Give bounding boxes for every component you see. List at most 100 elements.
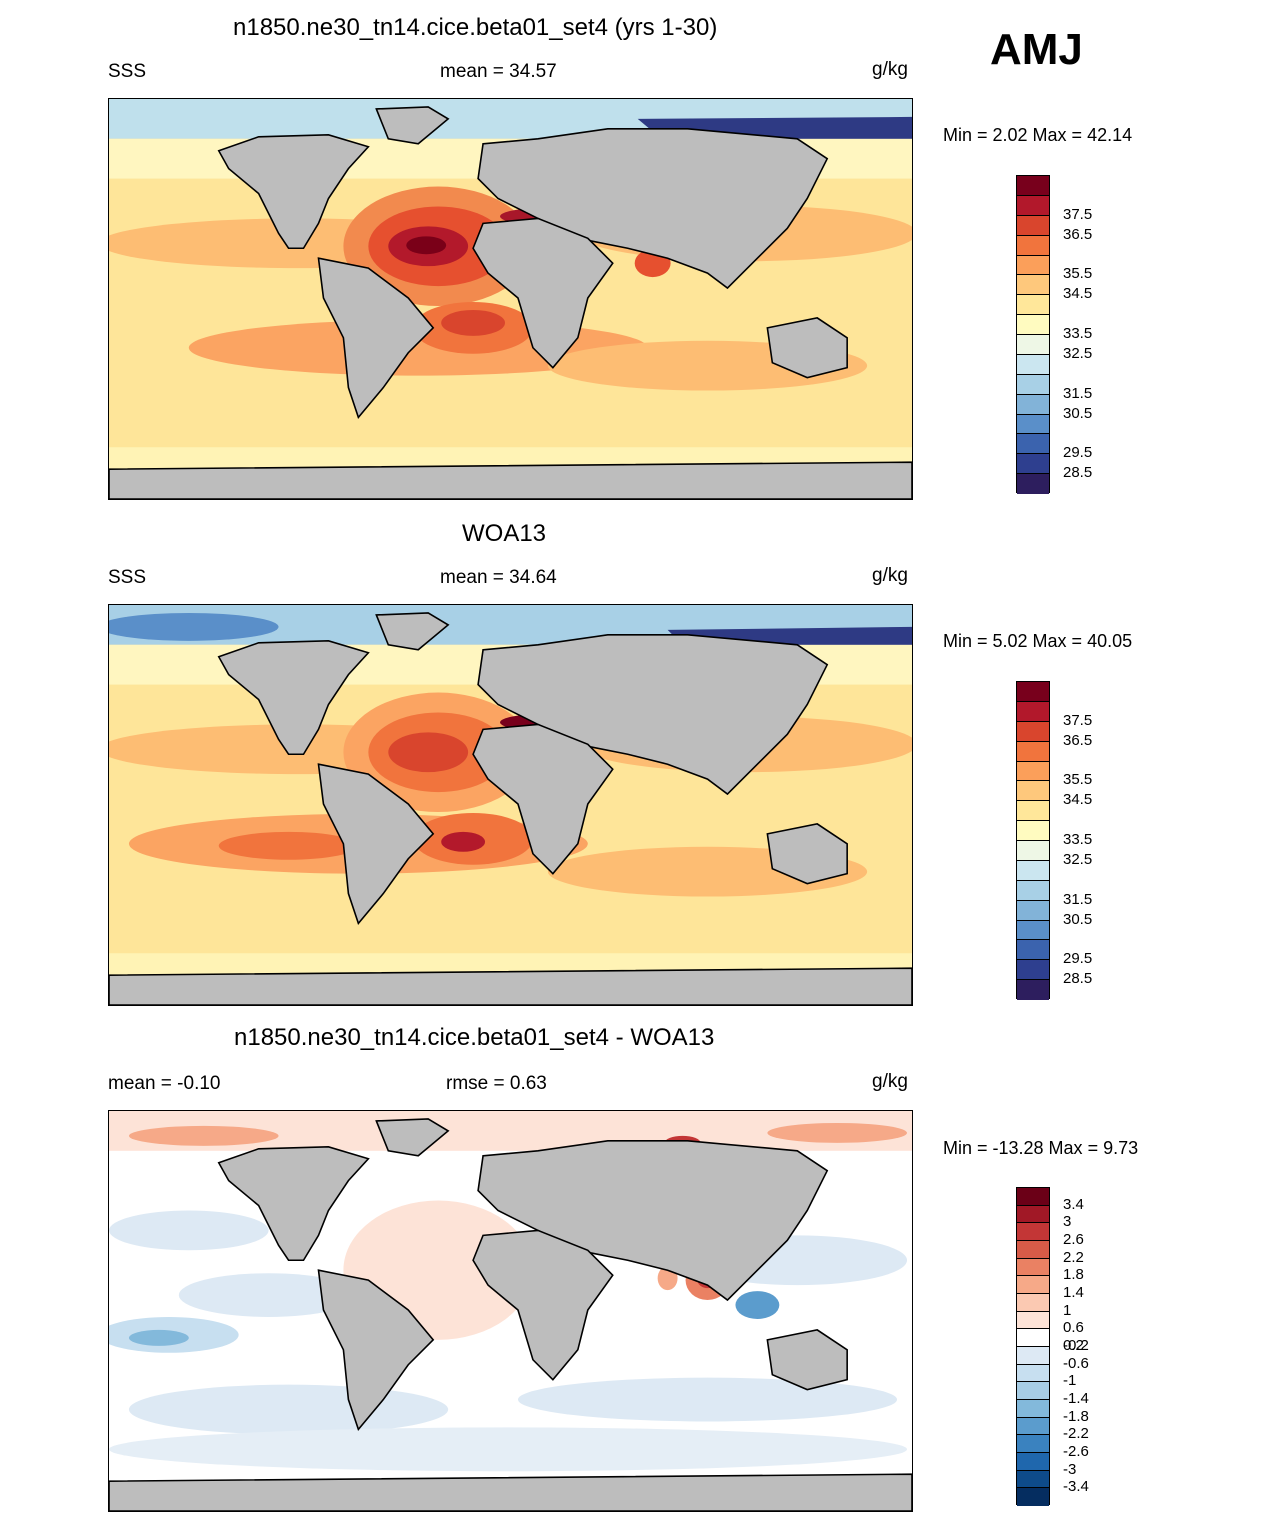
colorbar-swatch — [1017, 721, 1049, 742]
colorbar-tick-label: -2.6 — [1063, 1443, 1089, 1460]
colorbar-tick-label: 36.5 — [1063, 225, 1093, 243]
panel3-mean-label: mean = -0.10 — [108, 1073, 221, 1094]
colorbar-swatch — [1017, 315, 1049, 335]
colorbar-tick-label: 34.5 — [1063, 285, 1093, 303]
colorbar-tick-label: -2.2 — [1063, 1425, 1089, 1443]
colorbar-tick-label: 3.4 — [1063, 1195, 1084, 1213]
colorbar-swatch — [1017, 1488, 1049, 1506]
colorbar-swatch — [1017, 821, 1049, 841]
panel3-rmse-label: rmse = 0.63 — [446, 1073, 547, 1094]
colorbar-tick-label: 31.5 — [1063, 384, 1093, 402]
colorbar-tick-label: 33.5 — [1063, 831, 1093, 848]
colorbar-swatch — [1017, 761, 1049, 782]
colorbar-tick-label: 3 — [1063, 1213, 1072, 1231]
panel3-colorbar — [1016, 1187, 1050, 1506]
colorbar-swatch — [1017, 960, 1049, 981]
colorbar-swatch — [1017, 1346, 1049, 1365]
colorbar-swatch — [1017, 1452, 1049, 1471]
colorbar-tick-label: 1.4 — [1063, 1284, 1084, 1301]
colorbar-swatch — [1017, 781, 1049, 802]
panel3-map — [108, 1110, 913, 1512]
colorbar-tick-label: 35.5 — [1063, 771, 1093, 789]
colorbar-swatch — [1017, 275, 1049, 296]
colorbar-swatch — [1017, 880, 1049, 901]
colorbar-swatch — [1017, 235, 1049, 256]
panel1-map-svg — [109, 99, 912, 499]
panel1-minmax: Min = 2.02 Max = 42.14 — [943, 125, 1133, 145]
colorbar-tick-label: 2.6 — [1063, 1231, 1084, 1248]
panel1-colorbar — [1016, 175, 1050, 494]
colorbar-swatch — [1017, 474, 1049, 494]
colorbar-swatch — [1017, 195, 1049, 216]
panel3-map-svg — [109, 1111, 912, 1511]
colorbar-tick-label: 33.5 — [1063, 325, 1093, 342]
colorbar-swatch — [1017, 1417, 1049, 1436]
colorbar-swatch — [1017, 354, 1049, 375]
panel3-land — [109, 1118, 912, 1511]
panel2-map — [108, 604, 913, 1006]
colorbar-swatch — [1017, 1188, 1049, 1206]
panel2-units-label: g/kg — [872, 565, 908, 586]
colorbar-tick-label: 37.5 — [1063, 205, 1093, 223]
colorbar-swatch — [1017, 1258, 1049, 1277]
colorbar-tick-label: 0.2 — [1063, 1337, 1084, 1354]
colorbar-swatch — [1017, 980, 1049, 1000]
colorbar-swatch — [1017, 682, 1049, 702]
panel2-title: WOA13 — [462, 520, 547, 547]
colorbar-tick-label: 2.2 — [1063, 1248, 1084, 1266]
colorbar-swatch — [1017, 1223, 1049, 1241]
panel2-colorbar — [1016, 681, 1050, 1000]
season-label: AMJ — [990, 25, 1083, 74]
colorbar-tick-label: 28.5 — [1063, 464, 1093, 482]
colorbar-tick-label: 32.5 — [1063, 850, 1093, 868]
colorbar-swatch — [1017, 394, 1049, 415]
colorbar-swatch — [1017, 295, 1049, 316]
panel2-map-svg — [109, 605, 912, 1005]
panel2-minmax: Min = 5.02 Max = 40.05 — [943, 631, 1133, 651]
colorbar-swatch — [1017, 1382, 1049, 1400]
colorbar-tick-label: -0.6 — [1063, 1354, 1089, 1372]
colorbar-swatch — [1017, 434, 1049, 455]
colorbar-tick-label: 1 — [1063, 1301, 1072, 1319]
colorbar-swatch — [1017, 940, 1049, 961]
colorbar-swatch — [1017, 1240, 1049, 1259]
colorbar-swatch — [1017, 374, 1049, 395]
colorbar-swatch — [1017, 1470, 1049, 1489]
colorbar-swatch — [1017, 1399, 1049, 1418]
colorbar-tick-label: 29.5 — [1063, 444, 1093, 462]
panel2-variable-label: SSS — [108, 567, 147, 588]
colorbar-swatch — [1017, 841, 1049, 861]
colorbar-swatch — [1017, 1293, 1049, 1312]
colorbar-tick-label: 28.5 — [1063, 970, 1093, 988]
colorbar-swatch — [1017, 335, 1049, 355]
colorbar-swatch — [1017, 920, 1049, 941]
panel3-title: n1850.ne30_tn14.cice.beta01_set4 - WOA13 — [234, 1024, 715, 1051]
colorbar-swatch — [1017, 1311, 1049, 1330]
colorbar-swatch — [1017, 701, 1049, 722]
colorbar-tick-label: 35.5 — [1063, 265, 1093, 283]
colorbar-tick-label: 34.5 — [1063, 791, 1093, 809]
colorbar-swatch — [1017, 176, 1049, 196]
colorbar-swatch — [1017, 255, 1049, 276]
colorbar-tick-label: 30.5 — [1063, 404, 1093, 422]
colorbar-tick-label: 37.5 — [1063, 711, 1093, 729]
colorbar-tick-label: -1 — [1063, 1372, 1077, 1390]
colorbar-tick-label: -1.8 — [1063, 1407, 1089, 1425]
panel3-units-label: g/kg — [872, 1071, 908, 1092]
colorbar-tick-label: 29.5 — [1063, 950, 1093, 968]
colorbar-tick-label: -0.2 — [1063, 1337, 1089, 1354]
colorbar-swatch — [1017, 900, 1049, 921]
colorbar-swatch — [1017, 801, 1049, 822]
panel3-minmax: Min = -13.28 Max = 9.73 — [943, 1138, 1139, 1158]
colorbar-tick-label: 32.5 — [1063, 344, 1093, 362]
colorbar-swatch — [1017, 1329, 1049, 1347]
panel1-title: n1850.ne30_tn14.cice.beta01_set4 (yrs 1-… — [233, 14, 718, 41]
colorbar-swatch — [1017, 454, 1049, 475]
panel2-land — [109, 612, 912, 1005]
colorbar-tick-label: 1.8 — [1063, 1266, 1084, 1284]
colorbar-tick-label: -3 — [1063, 1460, 1077, 1478]
colorbar-swatch — [1017, 1205, 1049, 1224]
colorbar-tick-label: -3.4 — [1063, 1478, 1089, 1496]
colorbar-swatch — [1017, 414, 1049, 435]
panel1-units-label: g/kg — [872, 59, 908, 80]
